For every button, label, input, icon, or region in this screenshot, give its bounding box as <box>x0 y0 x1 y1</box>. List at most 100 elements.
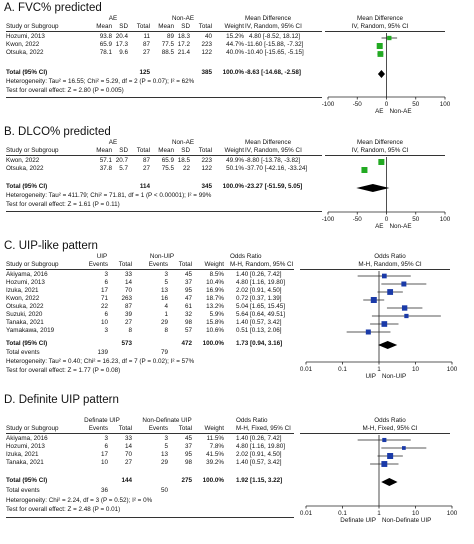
col-header: SD <box>119 23 128 30</box>
x-tick-label: -100 <box>322 216 335 223</box>
total-events-1: 139 <box>97 349 108 356</box>
col-header: Weight <box>224 147 244 154</box>
study-name: Otsuka, 2022 <box>6 303 44 310</box>
cell: 14 <box>124 443 132 450</box>
total-weight: 100.0% <box>202 477 224 484</box>
cell: 95 <box>184 287 192 294</box>
weight-cell: 10.4% <box>206 279 224 286</box>
footer-rule <box>6 211 322 212</box>
cell: 13 <box>160 451 168 458</box>
col-header: Mean <box>158 23 174 30</box>
cell: 37 <box>184 279 192 286</box>
total-n2: 385 <box>201 69 212 76</box>
cell: 10 <box>100 319 108 326</box>
cell: 223 <box>201 41 212 48</box>
total-weight: 100.0% <box>222 69 244 76</box>
total-events-label: Total events <box>6 349 40 356</box>
favours-left-label: AE <box>375 223 383 230</box>
footer-rule <box>6 97 322 98</box>
total-n1: 125 <box>139 69 150 76</box>
favours-left-label: UIP <box>366 373 377 380</box>
col-header: Total <box>136 147 150 154</box>
cell: 122 <box>201 165 212 172</box>
total-label: Total (95% CI) <box>6 69 48 76</box>
study-name: Kwon, 2022 <box>6 41 40 48</box>
x-tick-label: 100 <box>440 101 451 108</box>
cell: 20.7 <box>115 157 128 164</box>
plot-header: Odds Ratio <box>374 253 406 260</box>
total-ci: 1.73 [0.94, 3.16] <box>236 340 283 347</box>
favours-left-label: AE <box>375 108 383 115</box>
col-header: Weight <box>204 425 224 432</box>
study-name: Hozumi, 2013 <box>6 443 45 450</box>
x-tick-label: 50 <box>412 101 420 108</box>
panel-title: D. Definite UIP pattern <box>4 394 119 406</box>
cell: 57.1 <box>99 157 112 164</box>
cell: 3 <box>164 435 168 442</box>
total-n1: 144 <box>121 477 132 484</box>
group1-label: AE <box>108 139 118 146</box>
point-estimate <box>401 446 406 450</box>
study-name: Akiyama, 2016 <box>6 271 48 278</box>
group1-label: Definate UIP <box>84 417 120 424</box>
ci-cell: 4.80 [1.16, 19.80] <box>236 279 286 286</box>
total-events-2: 79 <box>160 349 168 356</box>
forest-plot: 0.01 0.1 1 10 100 Definate UIP Non-Definate UI… <box>300 435 458 524</box>
cell: 77.5 <box>161 41 174 48</box>
overall-effect-text: Test for overall effect: Z = 1.77 (P = 0… <box>6 367 121 374</box>
study-name: Kwon, 2022 <box>6 157 40 164</box>
effect-header: Mean Difference <box>245 15 292 22</box>
plot-subheader: IV, Random, 95% CI <box>351 23 409 30</box>
plot-header: Mean Difference <box>356 139 404 146</box>
cell: 27 <box>142 49 150 56</box>
header-rule <box>6 269 294 270</box>
ci-cell: 0.51 [0.13, 2.06] <box>236 327 282 334</box>
cell: 65.9 <box>161 157 174 164</box>
cell: 75.5 <box>161 165 174 172</box>
plot-subheader: M-H, Random, 95% CI <box>358 261 422 268</box>
cell: 3 <box>104 271 108 278</box>
overall-effect-text: Test for overall effect: Z = 1.61 (P = 0… <box>6 201 120 208</box>
x-tick-label: -50 <box>353 101 363 108</box>
cell: 8 <box>164 327 168 334</box>
group2-label: Non-AE <box>171 15 195 22</box>
point-estimate <box>378 159 385 165</box>
x-tick-label: 10 <box>412 366 420 373</box>
ci-cell: 4.80 [1.16, 19.80] <box>236 443 286 450</box>
point-estimate <box>387 35 392 41</box>
cell: 4 <box>164 303 168 310</box>
cell: 70 <box>124 451 132 458</box>
study-name: Suzuki, 2020 <box>6 311 43 318</box>
header-rule <box>325 31 445 32</box>
cell: 88.5 <box>161 49 174 56</box>
point-estimate <box>361 167 368 173</box>
header-rule <box>6 31 322 32</box>
cell: 18.3 <box>177 33 190 40</box>
col-study-header: Study or Subgroup <box>6 425 59 432</box>
cell: 22 <box>100 303 108 310</box>
pooled-diamond <box>356 184 390 192</box>
col-study-header: Study or Subgroup <box>6 261 59 268</box>
col-header: SD <box>181 147 190 154</box>
plot-header: Mean Difference <box>356 15 404 22</box>
total-events-2: 50 <box>160 487 168 494</box>
study-name: Tanaka, 2021 <box>6 459 44 466</box>
total-ci: -8.63 [-14.68, -2.58] <box>245 69 302 76</box>
col-header: Events <box>148 425 168 432</box>
cell: 21.4 <box>177 49 190 56</box>
x-tick-label: 0.1 <box>338 510 347 517</box>
pooled-diamond <box>377 70 385 78</box>
col-header: Events <box>88 425 108 432</box>
cell: 70 <box>124 287 132 294</box>
forest-plot: -100 -50 0 50 100 AE Non-AE <box>322 33 451 115</box>
cell: 65.9 <box>99 41 112 48</box>
cell: 17.2 <box>177 41 190 48</box>
cell: 3 <box>164 271 168 278</box>
plot-subheader: IV, Random, 95% CI <box>351 147 409 154</box>
cell: 37 <box>184 443 192 450</box>
weight-cell: 16.9% <box>206 287 224 294</box>
weight-cell: 15.8% <box>206 319 224 326</box>
weight-cell: 49.9% <box>226 157 244 164</box>
cell: 22 <box>182 165 190 172</box>
cell: 223 <box>201 157 212 164</box>
